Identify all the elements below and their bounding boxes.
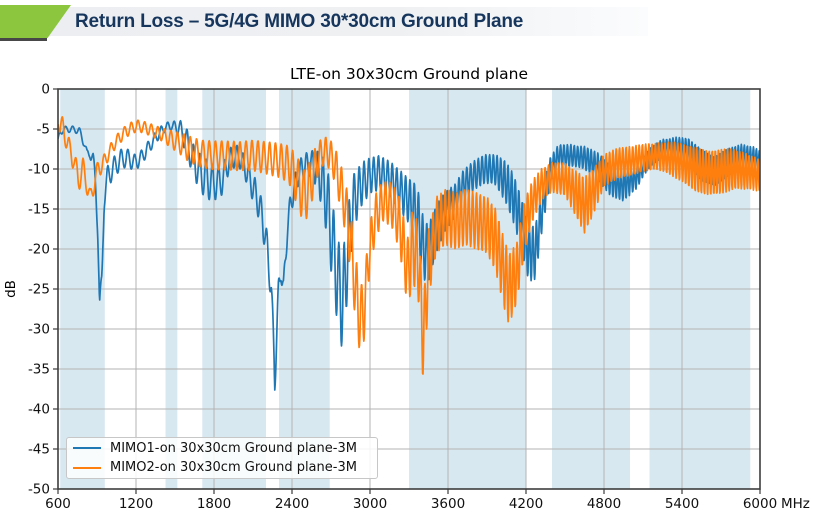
header-bar — [10, 7, 648, 36]
y-tick-label: 0 — [41, 82, 50, 98]
y-tick-label: -40 — [28, 402, 50, 418]
y-tick-label: -35 — [28, 362, 50, 378]
y-tick-label: -5 — [37, 122, 50, 138]
x-tick-label: 3000 — [353, 496, 387, 512]
y-tick-label: -45 — [28, 442, 50, 458]
header-accent-shadow — [0, 38, 47, 41]
y-tick-label: -30 — [28, 322, 50, 338]
legend-label: MIMO1-on 30x30cm Ground plane-3M — [110, 440, 357, 456]
legend-item: MIMO1-on 30x30cm Ground plane-3M — [73, 440, 371, 457]
series-line-2 — [57, 116, 761, 375]
x-axis-unit: MHz — [781, 496, 810, 512]
x-tick-label: 4200 — [509, 496, 543, 512]
legend-line-swatch — [73, 466, 101, 469]
x-tick-label: 5400 — [665, 496, 699, 512]
x-tick-label: 600 — [45, 496, 71, 512]
chart-legend: MIMO1-on 30x30cm Ground plane-3M MIMO2-on… — [66, 437, 378, 479]
x-tick-label: 6000 — [743, 496, 777, 512]
y-axis-label: dB — [3, 280, 19, 298]
tick-marks — [53, 88, 761, 494]
y-tick-label: -10 — [28, 162, 50, 178]
legend-line-swatch — [73, 447, 101, 450]
legend-label: MIMO2-on 30x30cm Ground plane-3M — [110, 460, 357, 476]
chart-title: LTE-on 30x30cm Ground plane — [290, 65, 528, 83]
y-tick-label: -15 — [28, 202, 50, 218]
series-line-1 — [57, 119, 761, 391]
page-title: Return Loss – 5G/4G MIMO 30*30cm Ground … — [75, 11, 524, 32]
y-tick-label: -50 — [28, 482, 50, 498]
x-tick-label: 2400 — [275, 496, 309, 512]
y-tick-label: -20 — [28, 242, 50, 258]
x-tick-label: 1200 — [119, 496, 153, 512]
y-tick-label: -25 — [28, 282, 50, 298]
x-tick-label: 3600 — [431, 496, 465, 512]
x-tick-label: 1800 — [197, 496, 231, 512]
x-tick-label: 4800 — [587, 496, 621, 512]
legend-item: MIMO2-on 30x30cm Ground plane-3M — [73, 460, 371, 477]
tick-labels: 600 1200 1800 2400 3000 3600 4200 4800 5400 6000 0… — [28, 82, 777, 513]
